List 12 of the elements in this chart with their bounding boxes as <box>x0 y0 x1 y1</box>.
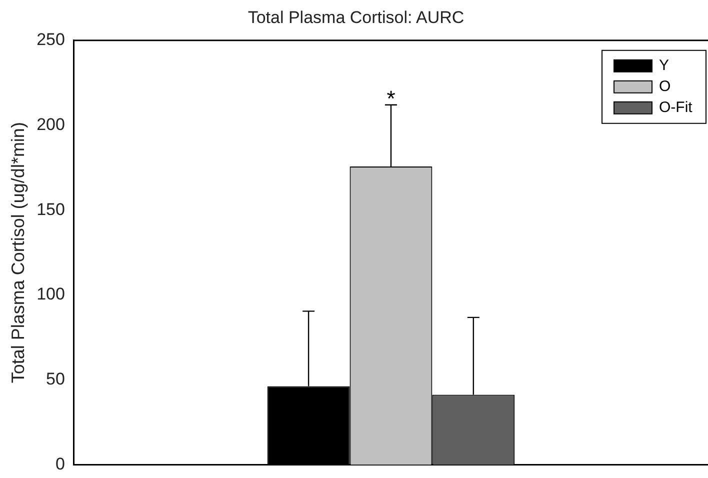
chart-title: Total Plasma Cortisol: AURC <box>248 8 464 27</box>
legend-label: O-Fit <box>659 99 694 116</box>
y-tick-label: 200 <box>36 114 65 134</box>
legend-label: Y <box>659 57 670 74</box>
legend-label: O <box>659 78 671 96</box>
y-tick-label: 150 <box>36 200 65 219</box>
annotation: * <box>386 86 396 111</box>
y-tick-label: 50 <box>46 370 65 389</box>
y-axis-title: Total Plasma Cortisol (ug/dl*min) <box>8 122 28 384</box>
y-tick-label: 250 <box>36 30 65 50</box>
y-tick-label: 100 <box>36 284 65 304</box>
y-tick-label: 0 <box>55 454 65 474</box>
